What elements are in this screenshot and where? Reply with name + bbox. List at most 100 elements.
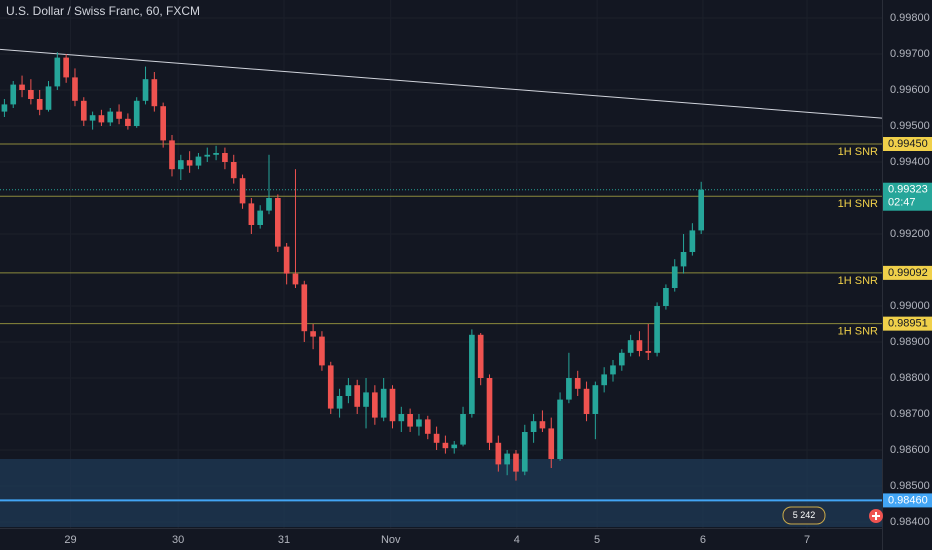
candle-body — [266, 198, 272, 211]
candle-body — [63, 57, 69, 78]
support-tag-box — [883, 493, 932, 508]
candle-body — [407, 414, 413, 427]
candle-body — [574, 378, 581, 389]
candle-body — [36, 99, 43, 110]
candle-body — [72, 77, 78, 101]
candle-body — [433, 433, 440, 443]
candle-body — [618, 352, 625, 366]
candle-body — [363, 392, 369, 407]
candle-body — [19, 84, 25, 90]
y-tick-label: 0.99800 — [890, 12, 930, 24]
level-tag: 0.98951 — [888, 318, 928, 330]
candle-body — [80, 100, 87, 121]
candle-body — [521, 432, 528, 472]
y-tick-label: 0.99500 — [890, 120, 930, 132]
chart-title: U.S. Dollar / Swiss Franc, 60, FXCM — [6, 4, 200, 18]
y-tick-label: 0.98700 — [890, 408, 930, 420]
y-tick-label: 0.98600 — [890, 444, 930, 456]
candle-body — [213, 153, 219, 155]
candle-body — [645, 351, 652, 353]
x-tick-label: 7 — [804, 534, 810, 546]
candle-body — [504, 453, 510, 465]
snr-label: 1H SNR — [838, 198, 878, 210]
level-tag: 0.99450 — [888, 138, 928, 150]
candle-body — [186, 160, 193, 166]
candle-body — [636, 340, 643, 351]
candle-body — [689, 230, 696, 252]
candle-body — [230, 162, 237, 179]
candle-body — [671, 266, 678, 288]
candle-body — [107, 111, 114, 123]
candle-body — [654, 306, 660, 353]
snr-label: 1H SNR — [838, 146, 878, 158]
candle-body — [239, 178, 246, 204]
snr-label: 1H SNR — [838, 275, 878, 287]
candle-body — [195, 156, 202, 166]
candle-body — [486, 378, 493, 443]
candle-body — [680, 252, 687, 267]
x-tick-label: 5 — [594, 534, 600, 546]
candle-body — [133, 100, 140, 126]
y-tick-label: 0.98800 — [890, 372, 930, 384]
candle-body — [424, 419, 431, 434]
candle-body — [380, 388, 387, 418]
y-tick-label: 0.99600 — [890, 84, 930, 96]
y-tick-label: 0.99400 — [890, 156, 930, 168]
zone — [0, 459, 882, 528]
candle-body — [627, 340, 634, 353]
candle-body — [45, 86, 52, 110]
plot-area — [0, 48, 883, 528]
candle-body — [98, 115, 105, 123]
candle-body — [451, 444, 458, 449]
countdown: 02:47 — [888, 197, 916, 209]
candle-body — [116, 111, 122, 119]
candle-body — [548, 428, 555, 459]
candle-body — [319, 336, 325, 366]
candle-body — [610, 365, 616, 375]
x-tick-label: 29 — [64, 534, 76, 546]
candle-body — [557, 399, 563, 459]
badge-box — [782, 506, 826, 525]
candle-body — [442, 442, 449, 449]
candle-body — [248, 203, 255, 225]
snr-label: 1H SNR — [838, 326, 878, 338]
candle-body — [345, 385, 352, 396]
candle-body — [283, 246, 290, 274]
candle-body — [336, 396, 343, 409]
current-tag-box — [883, 182, 932, 211]
level-tag-box — [883, 265, 932, 280]
candle-body — [310, 331, 316, 337]
candle-body — [142, 79, 149, 101]
candle-body — [513, 453, 519, 472]
candle-body — [354, 385, 361, 407]
candle-body — [177, 160, 184, 170]
level-tag-box — [883, 137, 932, 151]
x-tick-label: 4 — [514, 534, 520, 546]
candle-body — [204, 154, 211, 157]
candle-body — [530, 421, 537, 432]
x-tick-label: Nov — [381, 534, 401, 546]
y-tick-label: 0.99700 — [890, 48, 930, 60]
candle-body — [160, 106, 166, 141]
level-tag-box — [883, 316, 932, 331]
candle-body — [292, 273, 299, 285]
candle-body — [301, 284, 308, 332]
candle-body — [469, 334, 475, 414]
y-tick-label: 0.98500 — [890, 480, 930, 492]
candle-body — [566, 378, 572, 400]
y-tick-label: 0.99200 — [890, 228, 930, 240]
candle-body — [592, 385, 599, 414]
level-tag: 0.99092 — [888, 267, 928, 279]
candle-body — [10, 84, 17, 105]
candle-body — [583, 388, 590, 414]
candle-body — [275, 198, 281, 247]
current-price-tag: 0.99323 — [888, 184, 928, 196]
candle-body — [28, 90, 34, 99]
candle-body — [601, 374, 607, 386]
candle-body — [89, 115, 96, 121]
candle-body — [151, 79, 158, 107]
alert-icon-plus — [872, 512, 880, 520]
candle-body — [327, 365, 334, 409]
candle-body — [495, 442, 502, 465]
